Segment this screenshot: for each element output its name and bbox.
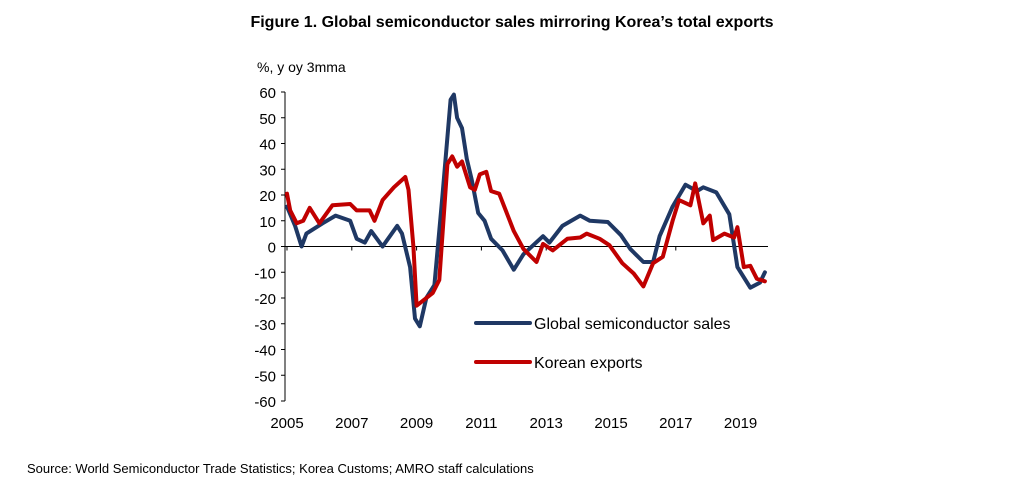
chart-title: Figure 1. Global semiconductor sales mir… (250, 14, 773, 31)
y-tick-label: 40 (259, 137, 276, 154)
x-tick-label: 2019 (724, 415, 757, 432)
y-tick-label: -30 (254, 317, 276, 334)
y-tick-label: 30 (259, 162, 276, 179)
x-tick-label: 2005 (270, 415, 303, 432)
x-tick-label: 2009 (400, 415, 433, 432)
y-tick-label: 50 (259, 111, 276, 128)
y-tick-label: 10 (259, 214, 276, 231)
y-tick-label: -10 (254, 265, 276, 282)
x-tick-label: 2015 (594, 415, 627, 432)
y-tick-label: -50 (254, 368, 276, 385)
series-line-global-semiconductor-sales (285, 92, 767, 329)
y-axis-label: %, y oy 3mma (257, 59, 346, 75)
legend-label: Global semiconductor sales (534, 316, 731, 333)
legend-label: Korean exports (534, 355, 643, 372)
x-tick-label: 2011 (465, 415, 497, 432)
x-tick-label: 2007 (335, 415, 368, 432)
y-tick-label: 60 (259, 85, 276, 102)
x-tick-label: 2017 (659, 415, 692, 432)
y-tick-label: -40 (254, 343, 276, 360)
y-tick-label: 0 (268, 240, 276, 257)
source-note: Source: World Semiconductor Trade Statis… (27, 461, 534, 476)
x-tick-label: 2013 (530, 415, 563, 432)
y-tick-label: -20 (254, 291, 276, 308)
series-line-korean-exports (285, 154, 767, 308)
y-tick-label: 20 (259, 188, 276, 205)
y-tick-label: -60 (254, 394, 276, 411)
